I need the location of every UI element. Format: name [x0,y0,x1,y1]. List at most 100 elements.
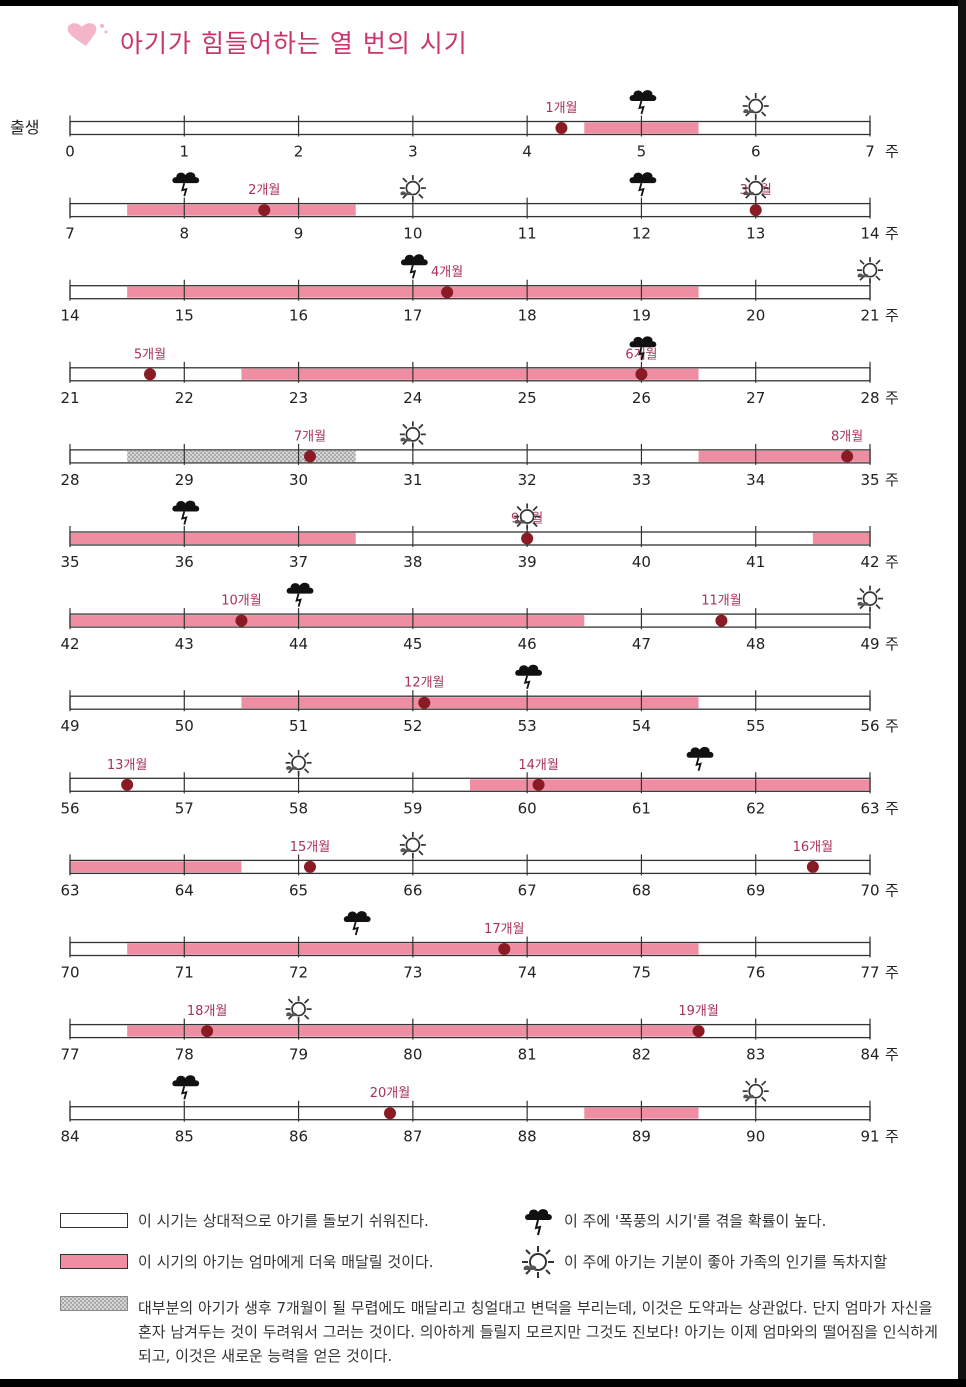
week-label: 9 [294,225,304,243]
week-label: 42 [60,635,79,653]
storm-cloud-icon [172,500,200,525]
week-label: 7 [865,143,875,161]
week-label: 56 [860,717,879,735]
week-label: 24 [403,389,422,407]
week-label: 84 [60,1128,79,1146]
timeline-diagram: 01234567주출생1개월7891011121314주2개월3개월141516… [10,90,899,1146]
week-label: 35 [60,553,79,571]
sun-icon [522,1246,554,1278]
pink-segment-8-0 [470,779,870,791]
week-label: 60 [518,799,537,817]
month-dot [235,614,248,627]
week-label: 17 [403,307,422,325]
storm-cloud-icon [172,1075,200,1100]
week-label: 85 [175,1128,194,1146]
week-label: 72 [289,964,308,982]
week-label: 55 [746,717,765,735]
week-label: 78 [175,1046,194,1064]
week-label: 77 [860,964,879,982]
week-label: 63 [860,799,879,817]
month-dot [521,532,534,545]
month-label: 13개월 [107,758,147,773]
month-dot [304,860,316,873]
stripe-segment-4-0 [127,450,356,462]
week-label: 4 [522,143,532,161]
storm-cloud-icon [172,172,200,197]
week-label: 19 [632,307,651,325]
week-label: 44 [289,635,308,653]
month-label: 11개월 [701,594,741,609]
month-label: 8개월 [831,429,863,444]
week-label: 31 [403,471,422,489]
sun-icon [514,503,541,530]
timeline-bar-0 [69,120,871,136]
pink-segment-5-0 [70,533,356,544]
month-label: 7개월 [294,429,326,444]
week-label: 1 [180,143,190,161]
top-border [0,0,966,6]
week-label: 57 [175,799,194,817]
sun-icon [857,257,883,284]
week-label: 23 [289,389,308,407]
month-dot [749,204,762,217]
week-label: 30 [289,471,308,489]
week-label: 20 [746,307,765,325]
week-label: 80 [403,1046,422,1064]
sun-icon [399,175,426,202]
week-label: 14 [60,307,79,325]
pink-segment-7-0 [241,697,699,709]
storm-cloud-icon [525,1209,552,1236]
month-label: 4개월 [431,265,463,280]
week-unit-label: 주 [885,881,899,899]
legend-swatch-clingy [60,1254,128,1269]
heart-icon [67,23,108,46]
week-label: 5 [637,143,647,161]
month-dot [841,450,854,463]
month-dot [692,1025,705,1038]
month-dot [121,778,134,791]
week-label: 32 [518,471,537,489]
sun-icon [285,996,312,1023]
timeline-bar-12 [69,1106,871,1121]
storm-cloud-icon [286,582,314,607]
week-label: 29 [175,471,194,489]
week-label: 91 [860,1128,879,1146]
month-dot [258,204,271,217]
week-label: 21 [60,389,79,407]
week-label: 65 [289,881,308,899]
week-label: 6 [751,143,761,161]
week-label: 56 [60,799,79,817]
week-unit-label: 주 [885,799,899,817]
week-label: 81 [518,1046,537,1064]
month-dot [304,450,316,463]
pink-segment-6-0 [70,615,585,627]
week-label: 83 [746,1046,765,1064]
week-label: 71 [175,964,194,982]
birth-label: 출생 [10,118,39,137]
right-border [958,0,966,1387]
sun-icon [399,831,426,858]
pink-segment-5-1 [812,533,870,544]
legend-note: 대부분의 아기가 생후 7개월이 될 무렵에도 매달리고 칭얼대고 변덕을 부리… [138,1299,938,1365]
week-unit-label: 주 [885,635,899,653]
week-label: 70 [860,881,879,899]
week-label: 75 [632,964,651,982]
week-label: 87 [403,1128,422,1146]
week-unit-label: 주 [885,553,899,571]
week-label: 46 [518,635,537,653]
month-dot [806,860,819,873]
week-label: 28 [60,471,79,489]
pink-segment-4-0 [698,450,870,462]
week-label: 67 [518,881,537,899]
week-label: 51 [289,717,308,735]
storm-cloud-icon [629,336,657,361]
storm-cloud-icon [686,746,714,772]
week-unit-label: 주 [885,225,899,243]
week-label: 70 [60,964,79,982]
month-label: 19개월 [678,1004,718,1019]
week-label: 84 [860,1046,879,1064]
week-label: 27 [746,389,765,407]
storm-cloud-icon [400,254,428,279]
page-title: 아기가 힘들어하는 열 번의 시기 [120,29,468,58]
month-label: 10개월 [221,594,261,609]
